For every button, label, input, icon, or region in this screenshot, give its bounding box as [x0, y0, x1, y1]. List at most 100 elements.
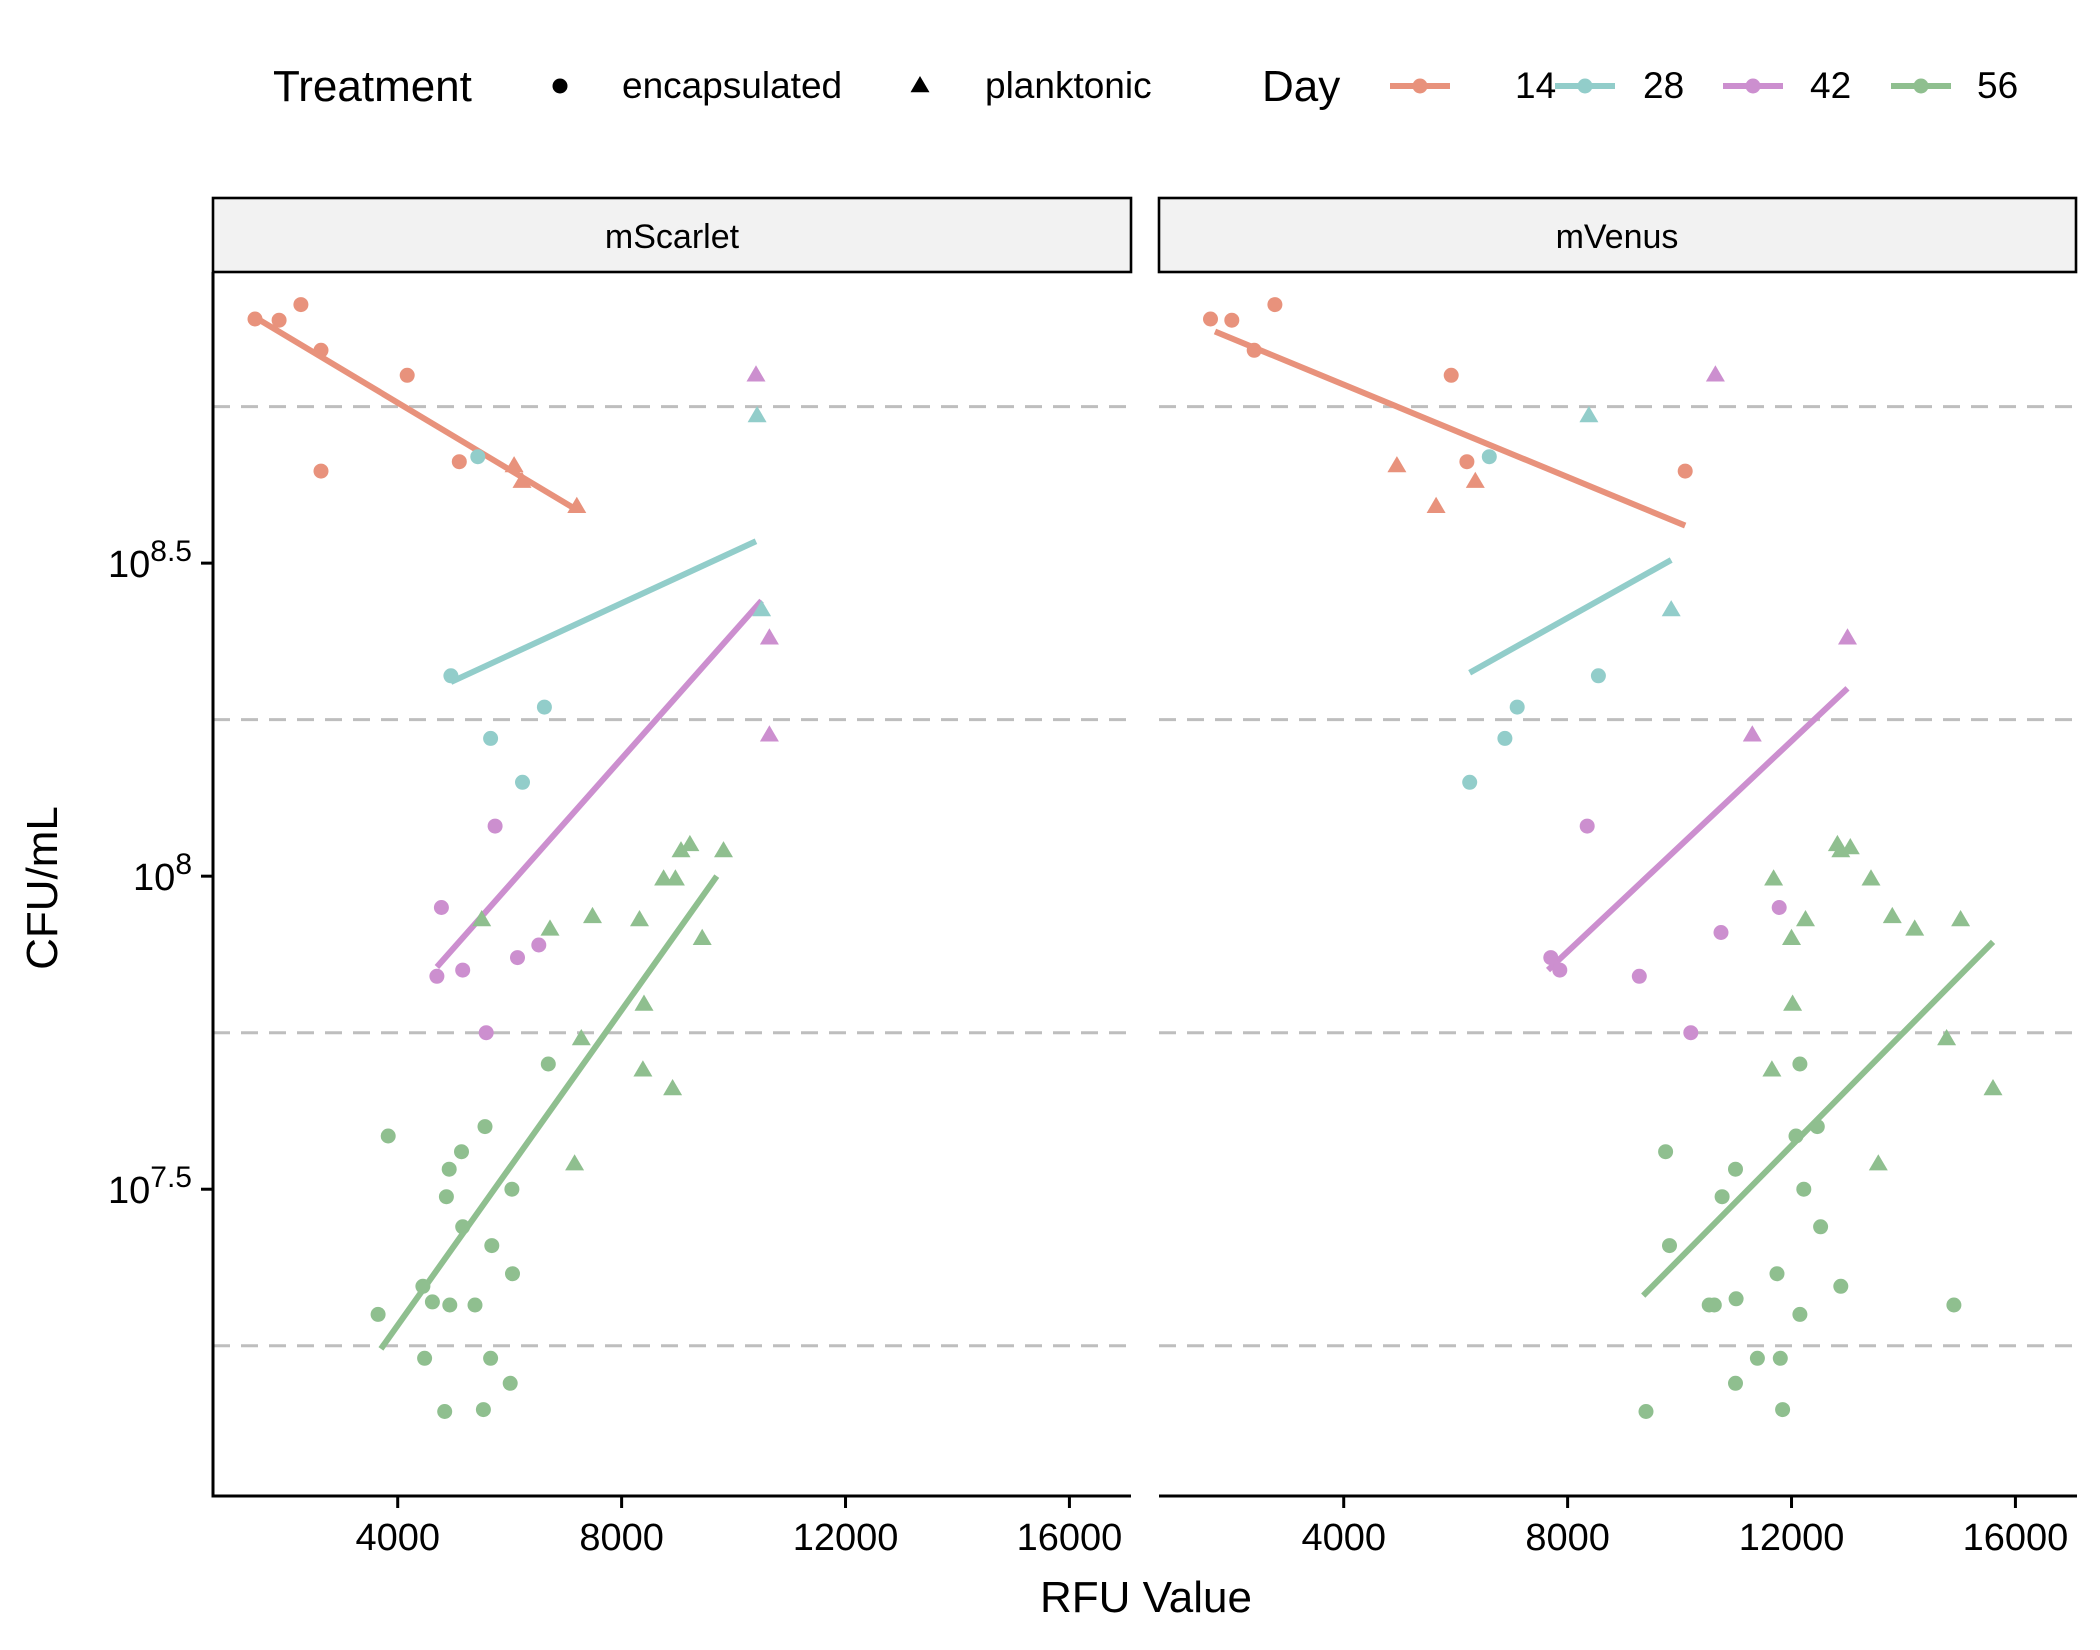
- point-day-56-planktonic: [634, 994, 654, 1011]
- legend-day-dot-28: [1577, 78, 1593, 94]
- point-day-56-encapsulated: [1792, 1056, 1808, 1072]
- point-day-42-planktonic: [759, 628, 779, 645]
- point-day-28-planktonic: [1579, 406, 1599, 423]
- point-day-56-encapsulated: [1638, 1404, 1654, 1419]
- legend-key-encapsulated: [552, 78, 568, 94]
- point-day-14-encapsulated: [1267, 297, 1283, 313]
- point-day-56-planktonic: [633, 1060, 653, 1077]
- point-day-56-planktonic: [1861, 869, 1881, 886]
- point-day-42-encapsulated: [455, 962, 471, 978]
- point-day-14-planktonic: [1387, 456, 1407, 473]
- point-day-14-encapsulated: [1224, 312, 1240, 328]
- point-day-28-encapsulated: [470, 449, 486, 465]
- point-day-56-encapsulated: [540, 1056, 556, 1072]
- legend-key-planktonic: [910, 76, 930, 93]
- x-tick-label: 16000: [1963, 1517, 2069, 1559]
- point-day-28-planktonic: [747, 406, 767, 423]
- point-day-56-planktonic: [583, 906, 602, 924]
- fit-line-day-42: [434, 598, 764, 969]
- panel-mvenus: 4000 8000 12000 16000: [1159, 297, 2077, 1559]
- point-day-56-encapsulated: [477, 1119, 493, 1135]
- point-day-42-encapsulated: [429, 968, 445, 984]
- point-day-14-encapsulated: [313, 463, 329, 479]
- point-day-14-planktonic: [567, 496, 587, 513]
- point-day-42-encapsulated: [1631, 968, 1647, 984]
- legend-day-dot-42: [1745, 78, 1761, 94]
- point-day-56-encapsulated: [1813, 1219, 1829, 1235]
- point-day-56-encapsulated: [1792, 1306, 1808, 1322]
- y-tick-label: 108.5: [108, 535, 192, 586]
- point-day-14-encapsulated: [293, 297, 309, 313]
- point-day-14-encapsulated: [1443, 367, 1459, 383]
- point-day-14-encapsulated: [247, 311, 263, 327]
- legend-day-label-56: 56: [1977, 65, 2018, 106]
- point-day-42-encapsulated: [1552, 962, 1568, 978]
- point-day-42-encapsulated: [1713, 925, 1729, 940]
- point-day-56-planktonic: [663, 1079, 683, 1096]
- point-day-14-encapsulated: [1203, 311, 1218, 327]
- point-day-42-encapsulated: [1543, 950, 1559, 966]
- point-day-56-planktonic: [1882, 906, 1902, 924]
- point-day-56-planktonic: [540, 919, 560, 936]
- fit-line-day-28: [449, 538, 758, 685]
- point-day-56-encapsulated: [1662, 1238, 1677, 1254]
- point-day-56-encapsulated: [1946, 1297, 1962, 1313]
- point-day-56-encapsulated: [1775, 1402, 1791, 1418]
- point-day-56-encapsulated: [438, 1189, 454, 1205]
- point-day-56-encapsulated: [1809, 1119, 1825, 1135]
- x-tick-label: 12000: [793, 1517, 899, 1559]
- point-day-56-planktonic: [1762, 1060, 1782, 1077]
- fit-line-day-56: [1641, 939, 1996, 1298]
- point-day-56-planktonic: [692, 928, 712, 945]
- point-day-42-planktonic: [1742, 725, 1762, 742]
- point-day-42-planktonic: [746, 365, 766, 382]
- point-day-56-encapsulated: [483, 1350, 499, 1366]
- point-day-56-encapsulated: [484, 1238, 500, 1254]
- point-day-56-planktonic: [472, 910, 492, 927]
- point-day-56-encapsulated: [1714, 1189, 1730, 1205]
- point-day-56-planktonic: [1840, 838, 1860, 855]
- x-tick-label: 12000: [1739, 1517, 1845, 1559]
- point-day-56-planktonic: [1783, 994, 1803, 1011]
- point-day-28-encapsulated: [1481, 449, 1497, 465]
- point-day-56-planktonic: [1905, 919, 1925, 936]
- point-day-14-encapsulated: [313, 342, 329, 358]
- legend-day-dot-56: [1913, 78, 1929, 94]
- fit-line-day-42: [1545, 686, 1850, 973]
- point-day-56-encapsulated: [441, 1161, 457, 1177]
- point-day-56-planktonic: [1796, 910, 1815, 927]
- point-day-14-encapsulated: [1246, 342, 1262, 358]
- panel-mscarlet: 4000 8000 12000 16000: [211, 272, 1131, 1559]
- point-day-42-planktonic: [759, 725, 779, 742]
- point-day-14-encapsulated: [1677, 463, 1693, 479]
- point-day-56-planktonic: [571, 1029, 591, 1046]
- point-day-56-encapsulated: [505, 1266, 520, 1282]
- x-tick-label: 4000: [355, 1517, 440, 1559]
- point-day-56-encapsulated: [424, 1294, 440, 1310]
- point-day-56-planktonic: [1868, 1154, 1888, 1171]
- point-day-14-encapsulated: [451, 454, 467, 470]
- facet-label-mscarlet: mScarlet: [605, 218, 740, 256]
- point-day-56-planktonic: [1951, 910, 1971, 927]
- legend-treatment-title: Treatment: [273, 62, 472, 111]
- point-day-42-encapsulated: [433, 900, 449, 915]
- point-day-56-encapsulated: [1769, 1266, 1785, 1282]
- point-day-56-encapsulated: [442, 1297, 458, 1313]
- legend-day-label-42: 42: [1810, 65, 1851, 106]
- legend-label-planktonic: planktonic: [985, 65, 1152, 106]
- legend-day-dot-14: [1412, 78, 1428, 94]
- point-day-56-planktonic: [680, 834, 700, 852]
- y-tick-label: 108: [133, 848, 192, 899]
- point-day-56-encapsulated: [417, 1350, 433, 1366]
- point-day-56-encapsulated: [467, 1297, 483, 1313]
- y-axis-title: CFU/mL: [18, 806, 67, 970]
- point-day-56-planktonic: [714, 841, 733, 858]
- point-day-56-planktonic: [630, 910, 649, 927]
- point-day-14-encapsulated: [271, 312, 287, 328]
- point-day-56-planktonic: [1764, 869, 1784, 886]
- facet-strip-mscarlet: mScarlet: [211, 196, 1133, 274]
- point-day-56-encapsulated: [455, 1219, 471, 1235]
- point-day-56-encapsulated: [1833, 1278, 1849, 1294]
- point-day-56-encapsulated: [1788, 1128, 1804, 1144]
- point-day-42-encapsulated: [531, 937, 547, 953]
